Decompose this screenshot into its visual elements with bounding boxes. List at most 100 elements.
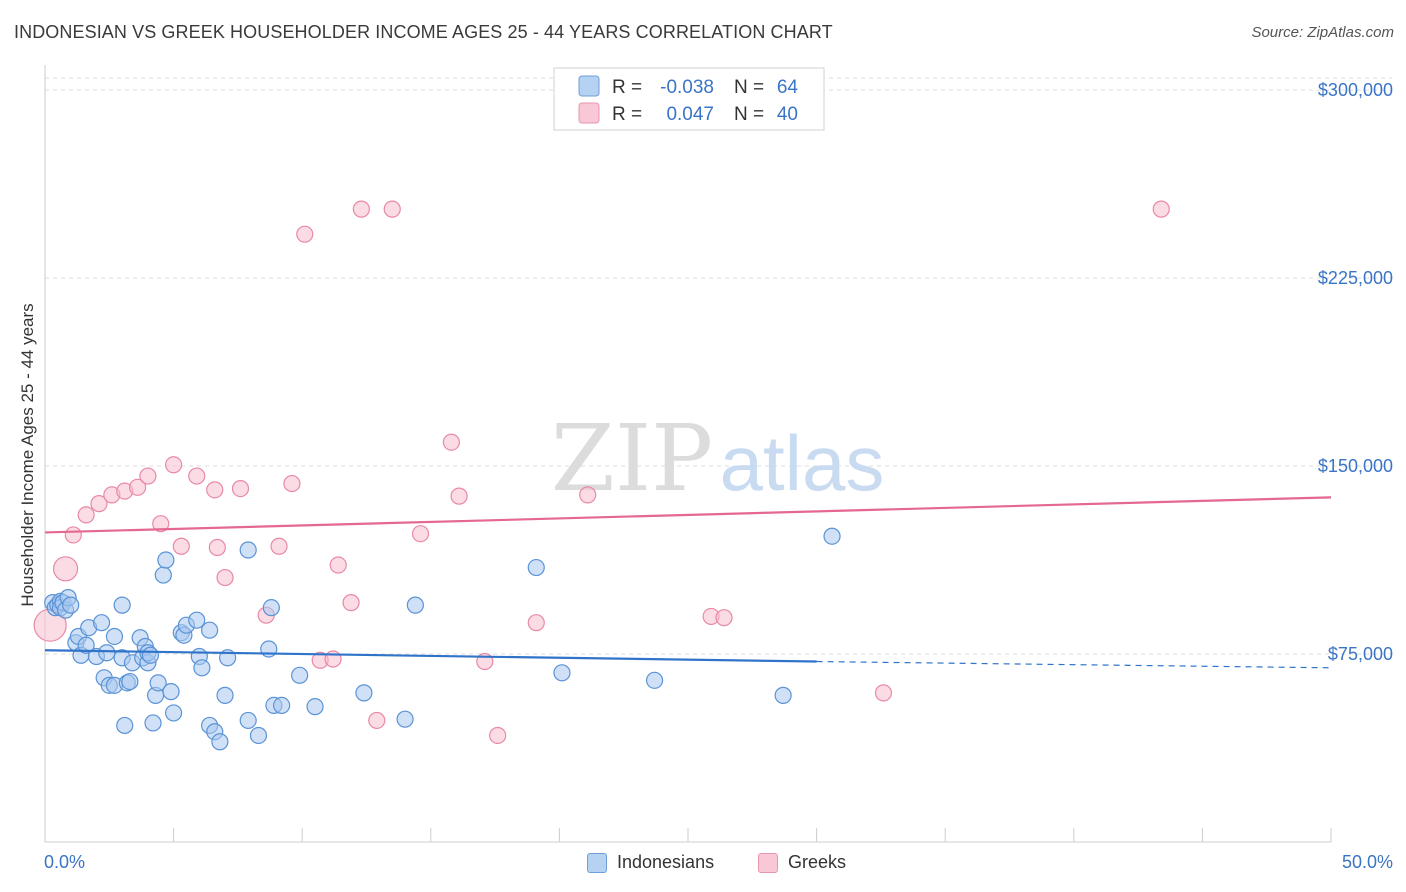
greeks-point [283, 474, 301, 493]
indonesians-point [239, 711, 257, 730]
indonesians-point [262, 599, 280, 617]
indonesians-point [141, 646, 160, 664]
x-tick-label-max: 50.0% [1341, 852, 1393, 872]
indonesians-point [193, 659, 211, 677]
indonesians-point [116, 716, 134, 735]
indonesians-point [273, 696, 291, 714]
watermark: ZIP atlas [551, 405, 884, 512]
watermark-zip: ZIP [551, 405, 713, 512]
indonesians-point [211, 733, 229, 751]
y-tick-label: $75,000 [1328, 644, 1393, 664]
greeks-point [216, 568, 234, 587]
greeks-point [206, 481, 224, 499]
watermark-atlas: atlas [720, 419, 885, 507]
greeks-point [411, 525, 430, 543]
legend-swatch-greeks [578, 102, 600, 124]
greeks-point [90, 495, 108, 513]
greeks-point [77, 506, 95, 524]
greeks-point [874, 684, 893, 702]
grid-lines [45, 77, 1392, 655]
indonesians-point [216, 686, 234, 704]
chart-title: INDONESIAN VS GREEK HOUSEHOLDER INCOME A… [14, 22, 833, 42]
indonesians-point [62, 596, 80, 614]
indonesians-point [396, 710, 414, 728]
legend-n-value-1: 64 [777, 77, 799, 98]
greeks-point [579, 486, 597, 504]
greeks-point [139, 467, 157, 485]
greeks-point [270, 537, 288, 555]
correlation-legend: R = -0.038 N = 64 R = 0.047 N = 40 [553, 67, 825, 131]
indonesians-points [44, 527, 841, 751]
greeks-point [527, 614, 545, 632]
greeks-point [172, 537, 190, 555]
indonesians-point [149, 674, 167, 692]
indonesians-point [201, 621, 219, 639]
greeks-point [152, 515, 170, 533]
legend-r-value-1: -0.038 [660, 77, 714, 98]
legend-swatch-greeks-bottom [758, 852, 778, 873]
x-tick-label-min: 0.0% [44, 852, 86, 872]
legend-label-indonesians: Indonesians [617, 852, 715, 872]
legend-n-label-1: N = [734, 77, 764, 98]
indonesians-point [105, 627, 124, 646]
greeks-trend-line [44, 496, 1332, 534]
indonesians-point [306, 698, 324, 716]
source-credit: Source: ZipAtlas.com [1251, 24, 1394, 41]
greeks-point [208, 538, 226, 557]
series-legend: Indonesians Greeks [0, 852, 1406, 878]
greeks-point [1152, 200, 1170, 218]
indonesians-point [162, 683, 180, 701]
greeks-point [128, 478, 147, 496]
indonesians-point [92, 614, 111, 632]
indonesians-point [249, 726, 268, 745]
greeks-point [383, 200, 401, 218]
indonesians-point [823, 527, 841, 545]
indonesians-trend-line [44, 649, 817, 663]
axes [44, 65, 1332, 843]
y-tick-label: $150,000 [1318, 456, 1393, 476]
greeks-point [52, 556, 79, 582]
greeks-point [296, 225, 314, 243]
greeks-point [231, 479, 250, 498]
indonesians-point [645, 671, 664, 689]
indonesians-point [98, 644, 116, 662]
legend-n-label-2: N = [734, 104, 764, 125]
indonesians-point [527, 558, 545, 577]
legend-label-greeks: Greeks [788, 852, 847, 872]
greeks-point [165, 456, 183, 474]
y-tick-label: $225,000 [1318, 268, 1393, 288]
indonesians-point [113, 596, 131, 614]
legend-r-label-1: R = [612, 77, 642, 98]
legend-swatch-indonesians [578, 75, 600, 97]
indonesians-point [121, 672, 139, 691]
indonesians-point [774, 686, 792, 704]
y-tick-labels: $75,000 $150,000 $225,000 $300,000 [1318, 80, 1393, 664]
indonesians-point [188, 611, 206, 629]
indonesians-point [165, 704, 183, 722]
y-tick-label: $300,000 [1318, 80, 1393, 100]
indonesians-point [157, 551, 175, 569]
indonesians-point [239, 541, 257, 559]
indonesians-point [144, 714, 162, 732]
legend-r-label-2: R = [612, 104, 642, 125]
legend-r-value-2: 0.047 [666, 104, 714, 125]
indonesians-point [291, 666, 309, 684]
legend-swatch-indonesians-bottom [587, 852, 607, 873]
trend-lines [44, 496, 1332, 669]
legend-item-indonesians[interactable]: Indonesians [587, 852, 714, 873]
greeks-point [715, 609, 733, 627]
indonesians-point [355, 684, 373, 702]
indonesians-point [553, 664, 571, 682]
greeks-point [489, 726, 507, 745]
greeks-points [33, 200, 1170, 745]
greeks-point [442, 433, 460, 451]
legend-item-greeks[interactable]: Greeks [758, 852, 846, 873]
greeks-point [64, 526, 82, 544]
greeks-point [368, 711, 386, 730]
legend-n-value-2: 40 [777, 104, 798, 125]
greeks-point [188, 467, 206, 485]
greeks-point [342, 594, 360, 612]
indonesians-point [406, 596, 424, 614]
indonesians-point [77, 636, 95, 654]
